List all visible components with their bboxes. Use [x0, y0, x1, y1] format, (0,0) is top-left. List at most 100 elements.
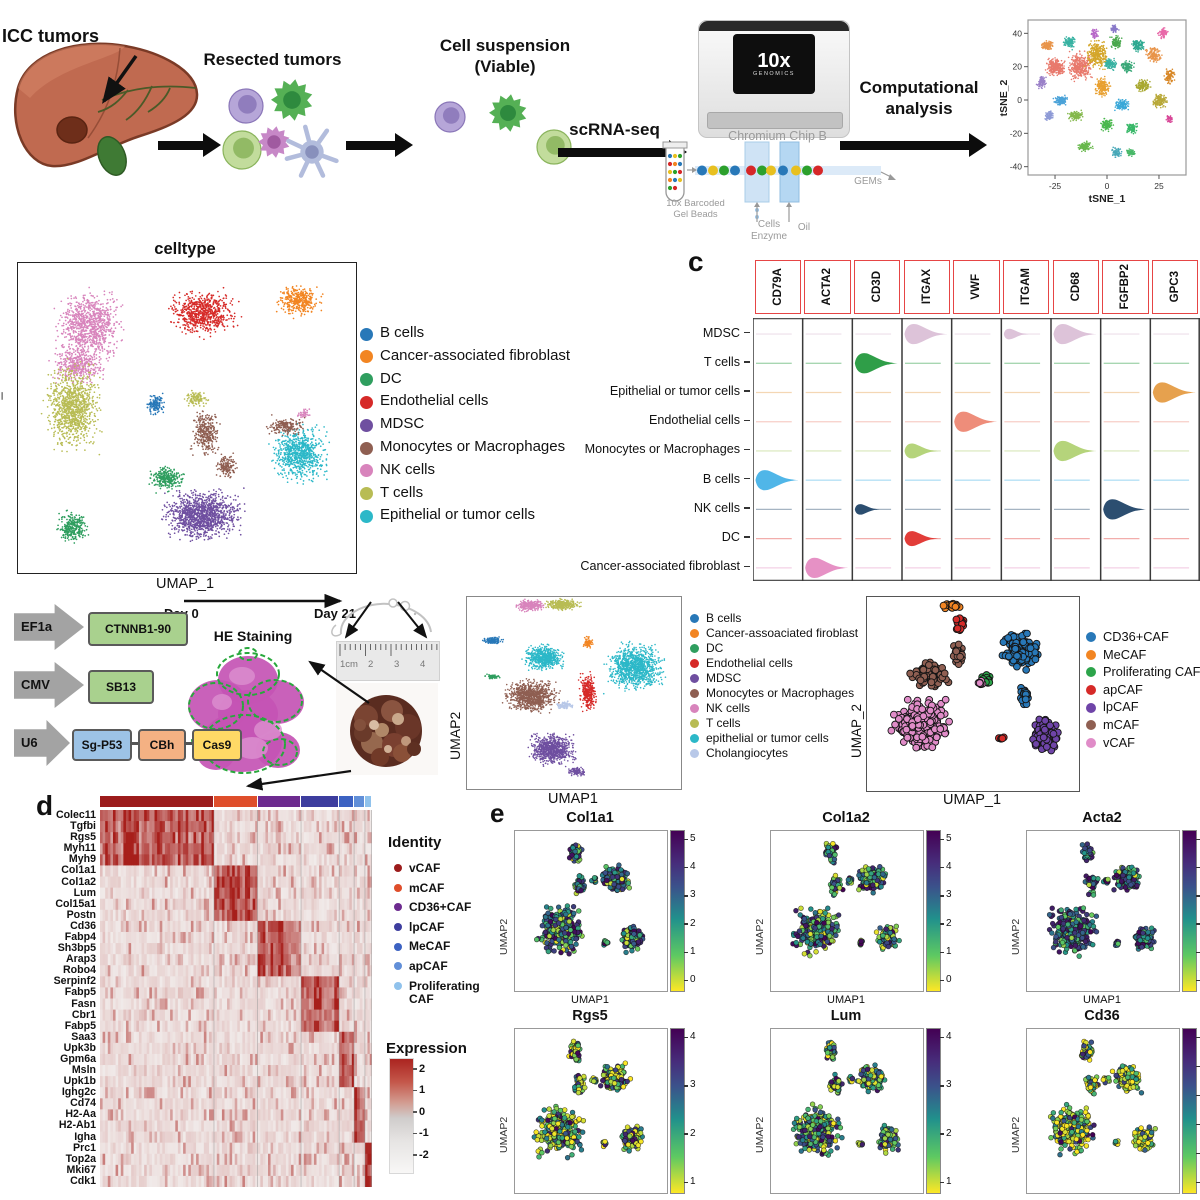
colorbar-tick	[684, 979, 688, 981]
svg-text:20: 20	[1013, 62, 1023, 72]
feature-xlabel: UMAP1	[571, 994, 609, 1006]
legend-label: mCAF	[1103, 717, 1140, 732]
colorbar-tick-label: 3	[946, 889, 952, 901]
legend-swatch	[690, 644, 699, 654]
legend-label: Monocytes or Macrophages	[706, 686, 855, 700]
colorbar-tick	[684, 1181, 688, 1183]
colorbar-tick	[1196, 895, 1200, 897]
umap-mouse-xlabel: UMAP1	[548, 791, 598, 807]
violin-grid	[752, 318, 1200, 581]
colorbar-tick-label: 0	[690, 973, 696, 985]
feature-ylabel: UMAP2	[498, 918, 510, 955]
colorbar-tick-label: 4	[946, 1031, 952, 1043]
legend-swatch	[1086, 649, 1096, 660]
colorbar-tick	[940, 1037, 944, 1039]
legend-item: mCAF	[394, 881, 486, 895]
chip-diagram	[650, 140, 930, 225]
svg-text:0: 0	[1017, 95, 1022, 105]
legend-label: MDSC	[706, 671, 742, 685]
feature-box	[514, 830, 668, 992]
violin-gene-label: CD79A	[771, 268, 784, 306]
violin-gene-header: VWF	[953, 260, 1000, 314]
legend-item: Monocytes or Macrophages	[360, 438, 595, 456]
annotation-segment	[301, 796, 340, 807]
legend-item: CD36+CAF	[1086, 629, 1200, 644]
colorbar-tick	[940, 923, 944, 925]
heatmap-gene-label: Col15a1	[55, 897, 96, 910]
resected-cells-illustration	[212, 70, 347, 195]
expression-tick	[413, 1111, 417, 1113]
panel-d-label: d	[36, 790, 54, 821]
violin-row-text: Epithelial or tumor cells	[609, 384, 740, 399]
violin-row-label: Endothelial cells	[556, 406, 750, 435]
ruler-number: 2	[368, 659, 374, 670]
legend-swatch	[690, 629, 699, 639]
colorbar-tick	[684, 923, 688, 925]
feature-box	[1026, 830, 1180, 992]
legend-swatch	[394, 864, 402, 873]
chromium-machine: 10x GENOMICS	[698, 20, 850, 138]
legend-item: DC	[360, 370, 595, 388]
svg-text:0: 0	[1105, 181, 1110, 191]
legend-label: B cells	[380, 324, 425, 341]
legend-label: Cancer-assoaciated firoblast	[706, 626, 859, 640]
legend-swatch	[360, 418, 373, 432]
legend-item: mCAF	[1086, 717, 1200, 732]
colorbar-tick-label: 2	[690, 917, 696, 929]
expression-tick-label: 0	[419, 1105, 426, 1118]
legend-label: Endothelial cells	[706, 656, 793, 670]
celltype-xlabel: UMAP_1	[155, 576, 215, 592]
enzyme-label: Enzyme	[750, 231, 788, 242]
legend-swatch	[1086, 720, 1096, 731]
legend-label: Cancer-associated fibroblast	[380, 346, 571, 364]
legend-item: T cells	[360, 484, 595, 502]
heatmap-gene-label: Postn	[66, 908, 96, 921]
legend-item: NK cells	[690, 701, 860, 715]
colorbar-tick	[684, 951, 688, 953]
violin-row-tick	[744, 390, 750, 392]
svg-text:tSNE_2: tSNE_2	[998, 79, 1010, 116]
heatmap-gene-label: Saa3	[71, 1030, 96, 1043]
colorbar-tick-label: 3	[690, 889, 696, 901]
violin-row-label: NK cells	[556, 493, 750, 522]
legend-label: vCAF	[409, 861, 441, 875]
colorbar-tick	[1196, 979, 1200, 981]
tsne-axes: 40 20 0 -20 -40 -25 0 25 tSNE_1 tSNE_2	[998, 19, 1187, 205]
legend-item: MeCAF	[1086, 647, 1200, 662]
annotation-segment	[100, 796, 215, 807]
ruler-number: 3	[394, 659, 400, 670]
feature-xlabel: UMAP1	[827, 994, 865, 1006]
colorbar-tick	[1196, 1181, 1200, 1183]
legend-item: epithelial or tumor cells	[690, 731, 860, 745]
legend-swatch	[360, 350, 373, 364]
violin-row-label: Cancer-associated fibroblast	[556, 552, 750, 581]
violin-row-tick	[744, 536, 750, 538]
construct-box: CTNNB1-90	[88, 612, 188, 646]
colorbar-tick-label: 4	[946, 861, 952, 873]
violin-gene-label: CD3D	[871, 271, 884, 303]
ruler-number: 4	[420, 659, 426, 670]
umap-caf-xlabel: UMAP_1	[942, 792, 1002, 808]
resected-tumors-label: Resected tumors	[203, 50, 342, 69]
feature-canvas	[1028, 1030, 1176, 1190]
annotation-segment	[354, 796, 366, 807]
gems-label: GEMs	[854, 176, 882, 187]
annotation-segment	[365, 796, 372, 807]
feature-colorbar	[926, 830, 941, 992]
oil-label: Oil	[797, 222, 811, 233]
colorbar-tick-label: 1	[946, 1175, 952, 1187]
heatmap-gene-label: Gpm6a	[60, 1052, 96, 1065]
expression-tick	[413, 1132, 417, 1135]
construct-box: CBh	[138, 729, 186, 761]
heatmap-gene-label: Robo4	[63, 964, 96, 977]
heatmap-gene-label: Igha	[74, 1130, 96, 1143]
svg-text:25: 25	[1154, 181, 1164, 191]
feature-title: Col1a1	[566, 810, 614, 826]
legend-label: lpCAF	[409, 919, 445, 934]
feature-box	[514, 1028, 668, 1194]
feature-canvas	[772, 832, 920, 988]
colorbar-tick-label: 2	[946, 1127, 952, 1139]
colorbar-tick-label: 5	[946, 833, 952, 845]
colorbar-tick	[940, 1133, 944, 1135]
heatmap-gene-label: Col1a1	[61, 864, 96, 877]
